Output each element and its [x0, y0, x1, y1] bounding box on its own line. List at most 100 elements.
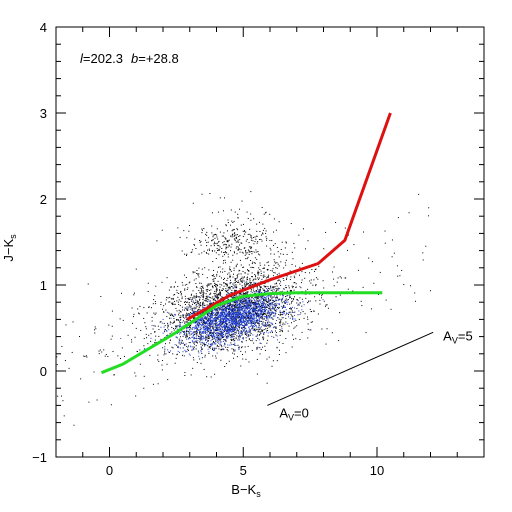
scatter-point-blue: [195, 340, 197, 342]
scatter-point-black: [216, 344, 218, 346]
scatter-point-black: [278, 279, 280, 281]
scatter-point-black: [414, 300, 416, 302]
scatter-point-black: [218, 245, 220, 247]
scatter-point-black: [272, 299, 274, 301]
scatter-point-black: [164, 325, 166, 327]
scatter-point-black: [133, 316, 135, 318]
scatter-point-blue: [237, 312, 239, 314]
scatter-point-black: [222, 288, 224, 290]
scatter-point-blue: [208, 334, 210, 336]
scatter-point-black: [200, 343, 202, 345]
scatter-point-black: [257, 272, 259, 274]
scatter-point-black: [243, 305, 245, 307]
scatter-point-black: [105, 354, 107, 356]
scatter-point-black: [199, 292, 201, 294]
scatter-point-black: [267, 304, 269, 306]
scatter-point-blue: [262, 324, 264, 326]
scatter-point-black: [171, 346, 173, 348]
scatter-point-black: [279, 298, 281, 300]
scatter-point-black: [293, 289, 295, 291]
scatter-point-blue: [284, 301, 286, 303]
scatter-point-black: [199, 304, 201, 306]
scatter-point-black: [240, 280, 242, 282]
scatter-point-blue: [282, 297, 284, 299]
scatter-point-blue: [225, 313, 227, 315]
scatter-point-black: [271, 365, 273, 367]
scatter-point-black: [262, 223, 264, 225]
scatter-point-black: [260, 305, 262, 307]
scatter-point-blue: [237, 307, 239, 309]
scatter-point-black: [293, 298, 295, 300]
scatter-point-black: [209, 193, 211, 195]
scatter-point-black: [176, 292, 178, 294]
scatter-point-black: [228, 287, 230, 289]
scatter-point-black: [149, 354, 151, 356]
scatter-point-black: [220, 324, 222, 326]
scatter-point-blue: [254, 323, 256, 325]
scatter-point-blue: [234, 319, 236, 321]
scatter-point-black: [232, 352, 234, 354]
scatter-point-black: [139, 349, 141, 351]
scatter-point-black: [263, 290, 265, 292]
scatter-point-blue: [293, 312, 295, 314]
scatter-point-blue: [214, 337, 216, 339]
scatter-point-black: [238, 294, 240, 296]
scatter-point-black: [206, 252, 208, 254]
scatter-point-black: [196, 295, 198, 297]
scatter-point-blue: [221, 318, 223, 320]
scatter-point-black: [225, 336, 227, 338]
scatter-point-blue: [265, 308, 267, 310]
scatter-point-black: [245, 358, 247, 360]
scatter-point-blue: [200, 341, 202, 343]
scatter-point-blue: [192, 331, 194, 333]
scatter-point-black: [251, 266, 253, 268]
scatter-point-blue: [179, 347, 181, 349]
scatter-point-black: [231, 235, 233, 237]
scatter-point-blue: [192, 334, 194, 336]
scatter-point-black: [171, 331, 173, 333]
scatter-point-blue: [260, 310, 262, 312]
scatter-point-black: [232, 297, 234, 299]
scatter-point-black: [189, 319, 191, 321]
scatter-point-black: [304, 313, 306, 315]
scatter-point-blue: [241, 333, 243, 334]
scatter-point-black: [234, 289, 236, 291]
scatter-point-black: [216, 310, 218, 312]
scatter-point-black: [237, 323, 239, 325]
scatter-point-black: [94, 332, 96, 334]
scatter-point-blue: [196, 323, 198, 325]
scatter-point-blue: [253, 303, 255, 305]
scatter-point-black: [233, 306, 235, 308]
scatter-point-black: [274, 286, 276, 288]
scatter-point-blue: [233, 305, 235, 307]
scatter-point-black: [288, 287, 290, 289]
scatter-point-black: [253, 267, 255, 269]
scatter-point-blue: [236, 330, 238, 332]
scatter-point-blue: [246, 300, 248, 302]
scatter-point-black: [202, 305, 204, 307]
scatter-point-black: [265, 303, 267, 305]
scatter-point-black: [217, 289, 219, 291]
scatter-point-black: [276, 304, 278, 306]
scatter-point-black: [189, 304, 191, 306]
scatter-point-black: [208, 237, 210, 239]
scatter-point-blue: [234, 278, 236, 280]
scatter-point-black: [206, 319, 208, 321]
scatter-point-black: [246, 282, 248, 284]
scatter-point-black: [242, 270, 244, 272]
scatter-point-black: [229, 279, 231, 281]
scatter-point-blue: [188, 337, 190, 339]
scatter-point-blue: [211, 344, 213, 346]
scatter-point-black: [226, 279, 228, 281]
scatter-point-black: [176, 354, 178, 356]
scatter-point-blue: [189, 337, 191, 339]
scatter-point-black: [193, 359, 195, 361]
scatter-point-blue: [231, 329, 233, 331]
scatter-point-black: [196, 270, 198, 271]
scatter-point-black: [203, 368, 205, 370]
scatter-point-black: [253, 309, 255, 311]
scatter-point-black: [123, 355, 125, 357]
scatter-point-black: [185, 314, 187, 316]
scatter-point-black: [317, 313, 319, 315]
scatter-point-black: [253, 236, 255, 238]
